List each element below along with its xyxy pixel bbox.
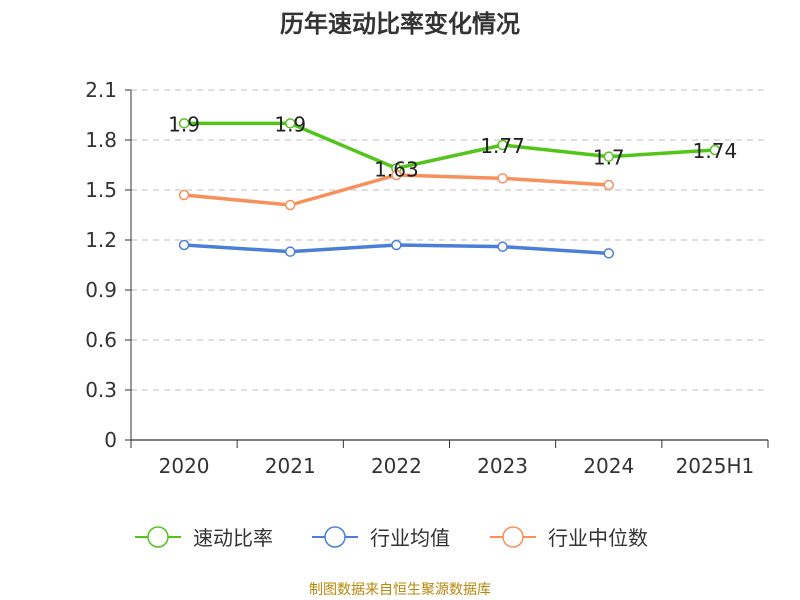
data-point[interactable]	[285, 199, 296, 211]
series-group	[178, 118, 721, 259]
data-label: 1.9	[274, 112, 306, 136]
x-tick-label: 2023	[477, 454, 528, 478]
series-line-0	[184, 121, 716, 171]
y-tick-label: 1.8	[85, 128, 117, 152]
legend-label: 速动比率	[193, 526, 273, 550]
legend-marker	[147, 526, 169, 548]
y-tick-label: 0.6	[85, 328, 117, 352]
x-tick-label: 2024	[583, 454, 634, 478]
legend-item[interactable]: 行业均值	[312, 526, 450, 550]
data-point[interactable]	[285, 118, 296, 129]
y-tick-label: 2.1	[85, 78, 117, 102]
data-point[interactable]	[497, 241, 508, 252]
legend-marker	[324, 526, 346, 548]
data-point[interactable]	[178, 189, 190, 201]
axes: 0 0.3 0.6 0.9 1.2 1.5 1.8 2.1 2020 2021 2022 2023 20…	[85, 78, 769, 478]
legend-item[interactable]: 速动比率	[135, 526, 273, 550]
y-tick-label: 1.2	[85, 228, 117, 252]
y-tick-label: 0.9	[85, 278, 117, 302]
legend-label: 行业中位数	[548, 526, 648, 550]
data-point[interactable]	[391, 239, 402, 251]
data-point[interactable]	[603, 248, 614, 259]
data-point[interactable]	[603, 151, 614, 162]
y-tick-label: 0	[104, 428, 117, 452]
legend: 速动比率 行业均值 行业中位数	[135, 526, 648, 550]
data-labels: 1.9 1.9 1.63 1.77 1.7 1.74	[168, 112, 737, 181]
data-point[interactable]	[603, 179, 614, 191]
data-point[interactable]	[285, 246, 296, 257]
data-label: 1.9	[168, 112, 200, 136]
data-point[interactable]	[178, 118, 190, 129]
data-label: 1.77	[480, 134, 525, 158]
source-note: 制图数据来自恒生聚源数据库	[309, 582, 491, 598]
x-tick-label: 2020	[159, 454, 210, 478]
y-tick-label: 1.5	[85, 178, 117, 202]
data-point[interactable]	[178, 239, 190, 251]
x-tick-label: 2025H1	[676, 454, 755, 478]
x-tick-label: 2021	[265, 454, 316, 478]
data-point[interactable]	[709, 144, 721, 156]
grid	[131, 89, 768, 391]
data-label: 1.7	[593, 146, 625, 170]
data-point[interactable]	[497, 139, 508, 151]
data-label: 1.63	[374, 157, 419, 181]
y-tick-label: 0.3	[85, 378, 117, 402]
chart-title: 历年速动比率变化情况	[280, 10, 520, 38]
data-point[interactable]	[391, 169, 402, 181]
legend-item[interactable]: 行业中位数	[490, 526, 648, 550]
x-tick-label: 2022	[371, 454, 422, 478]
data-point[interactable]	[497, 173, 508, 184]
legend-marker	[502, 526, 524, 548]
data-label: 1.74	[693, 139, 738, 163]
legend-label: 行业均值	[370, 526, 450, 550]
